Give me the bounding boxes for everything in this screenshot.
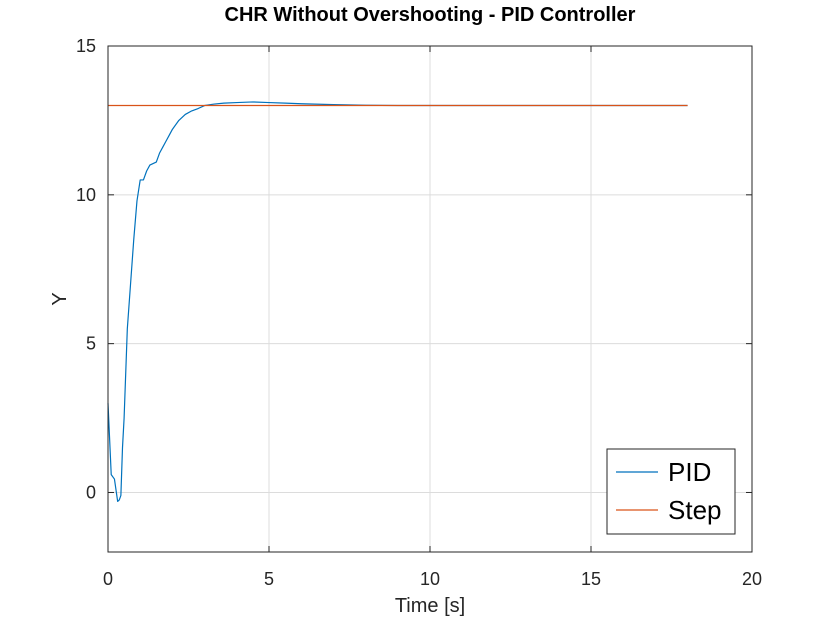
- x-axis-label: Time [s]: [395, 595, 465, 617]
- series-line-pid: [107, 101, 688, 502]
- y-tick-label: 10: [76, 185, 96, 205]
- ticks: 0 5 10 15 20 0 5 10 15: [76, 36, 762, 589]
- y-tick-label: 0: [86, 482, 96, 502]
- y-tick-label: 15: [76, 36, 96, 56]
- legend-label-pid: PID: [668, 457, 711, 487]
- x-tick-label: 10: [420, 569, 440, 589]
- y-axis-label: Y: [49, 292, 71, 305]
- chart-title: CHR Without Overshooting - PID Controlle…: [225, 4, 636, 26]
- legend: PID Step: [606, 448, 736, 535]
- x-tick-label: 15: [581, 569, 601, 589]
- legend-label-step: Step: [668, 495, 722, 525]
- x-tick-label: 0: [103, 569, 113, 589]
- x-tick-label: 5: [264, 569, 274, 589]
- y-tick-label: 5: [86, 334, 96, 354]
- series-group: [107, 101, 688, 502]
- legend-box: [606, 448, 736, 535]
- x-tick-label: 20: [742, 569, 762, 589]
